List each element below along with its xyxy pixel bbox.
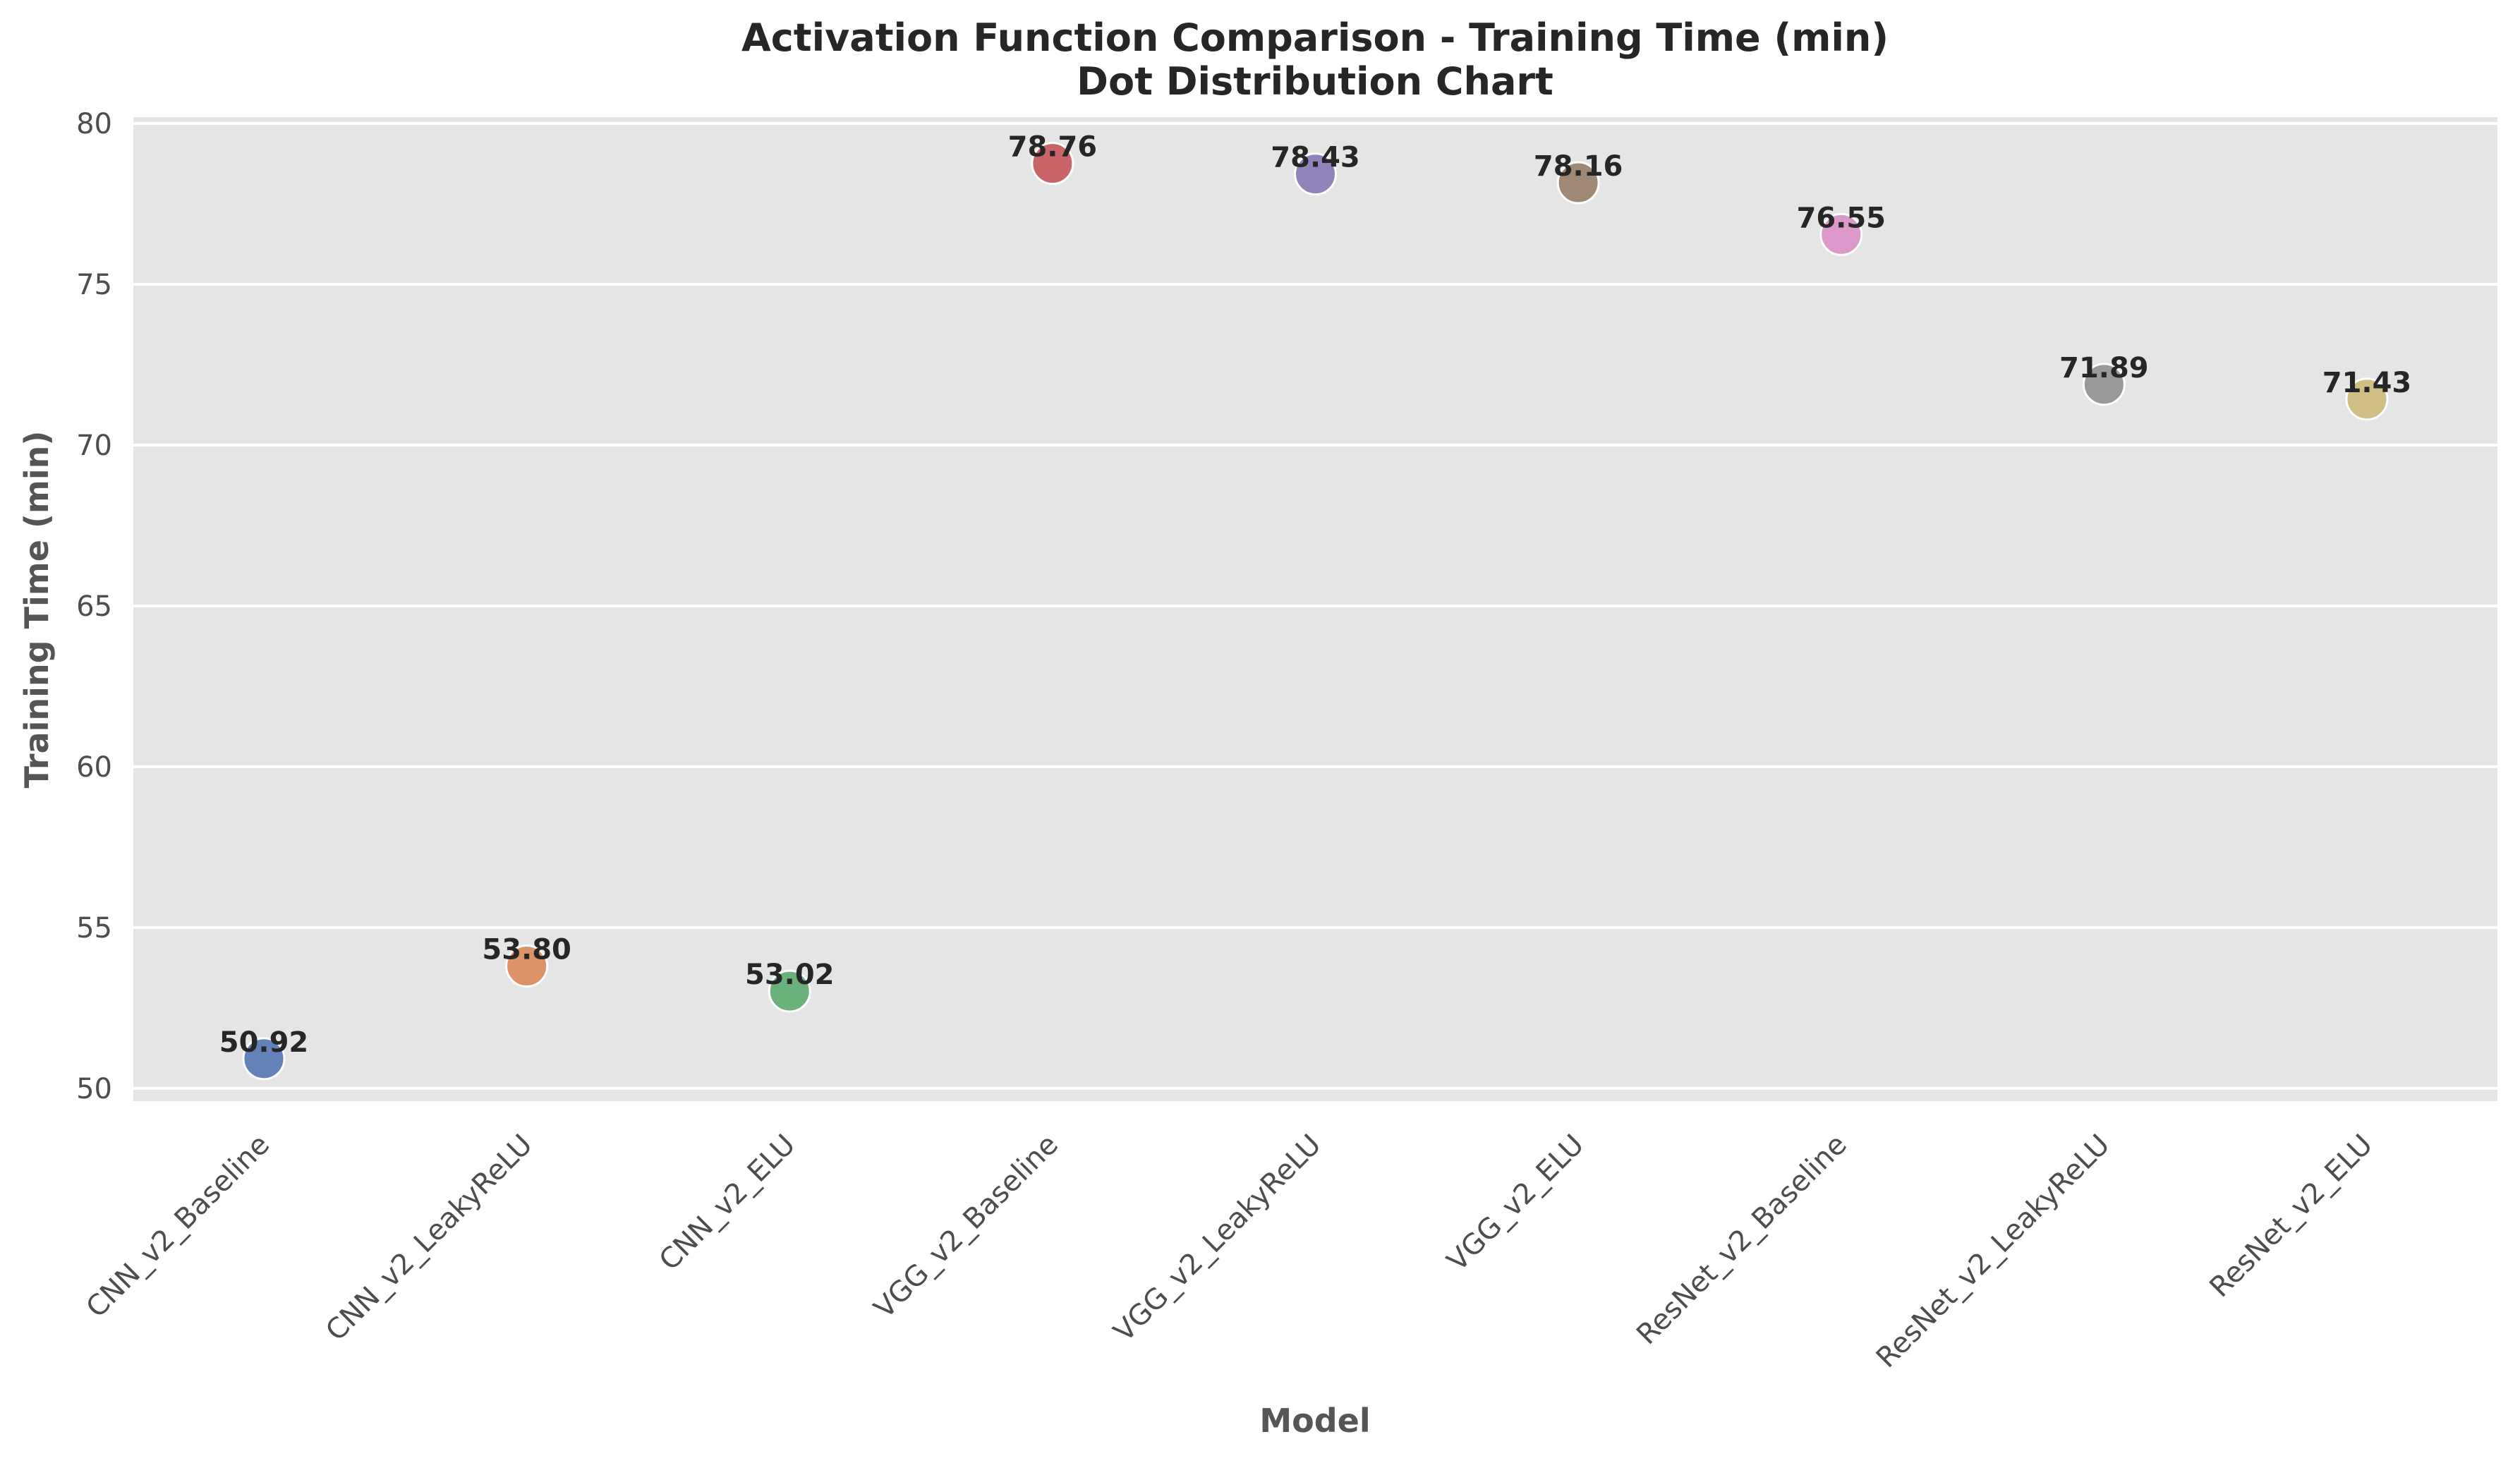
data-label: 78.76 (1008, 131, 1098, 164)
data-point (2345, 377, 2389, 421)
x-tick-label: ResNet_v2_LeakyReLU (1870, 1129, 2116, 1375)
data-point (505, 945, 549, 988)
x-tick-label: CNN_v2_ELU (653, 1129, 802, 1277)
data-points (242, 142, 2389, 1081)
data-label: 76.55 (1796, 202, 1886, 234)
data-label: 71.89 (2059, 352, 2149, 384)
y-axis-label: Training Time (min) (18, 431, 56, 789)
y-tick-label: 65 (76, 590, 112, 623)
y-tick-label: 75 (76, 269, 112, 301)
data-point (1031, 142, 1074, 186)
data-label: 53.02 (745, 959, 835, 991)
data-label: 50.92 (219, 1026, 309, 1059)
y-tick-label: 70 (76, 430, 112, 462)
data-label: 78.16 (1534, 150, 1623, 183)
gridlines (133, 122, 2497, 1090)
x-tick-label: CNN_v2_LeakyReLU (320, 1129, 539, 1348)
x-tick-label: VGG_v2_Baseline (868, 1129, 1065, 1325)
y-axis-ticks: 50 55 60 65 70 75 80 (76, 108, 112, 1105)
plot-area (133, 117, 2497, 1101)
y-tick-label: 50 (76, 1073, 112, 1105)
data-label: 53.80 (482, 934, 571, 966)
data-label: 71.43 (2322, 367, 2412, 399)
x-tick-label: ResNet_v2_Baseline (1630, 1129, 1853, 1352)
y-tick-label: 60 (76, 751, 112, 784)
x-tick-label: VGG_v2_ELU (1441, 1129, 1591, 1278)
x-axis-label: Model (1259, 1402, 1370, 1440)
data-labels: 50.92 53.80 53.02 78.76 78.43 78.16 76.55 71.89… (219, 131, 2412, 1059)
data-point (768, 969, 811, 1013)
data-point (1556, 161, 1600, 205)
chart-title: Activation Function Comparison - Trainin… (741, 16, 1889, 60)
x-tick-label: CNN_v2_Baseline (80, 1129, 277, 1325)
chart-subtitle: Dot Distribution Chart (1077, 59, 1553, 104)
x-axis-ticks: CNN_v2_Baseline CNN_v2_LeakyReLU CNN_v2_EL… (80, 1129, 2380, 1375)
data-point (242, 1037, 286, 1081)
data-point (1294, 152, 1337, 196)
data-label: 78.43 (1271, 142, 1360, 174)
data-point (2082, 363, 2126, 406)
y-tick-label: 80 (76, 108, 112, 140)
x-tick-label: VGG_v2_LeakyReLU (1108, 1129, 1328, 1349)
y-tick-label: 55 (76, 912, 112, 945)
data-point (1819, 212, 1863, 256)
x-tick-label: ResNet_v2_ELU (2203, 1129, 2379, 1304)
